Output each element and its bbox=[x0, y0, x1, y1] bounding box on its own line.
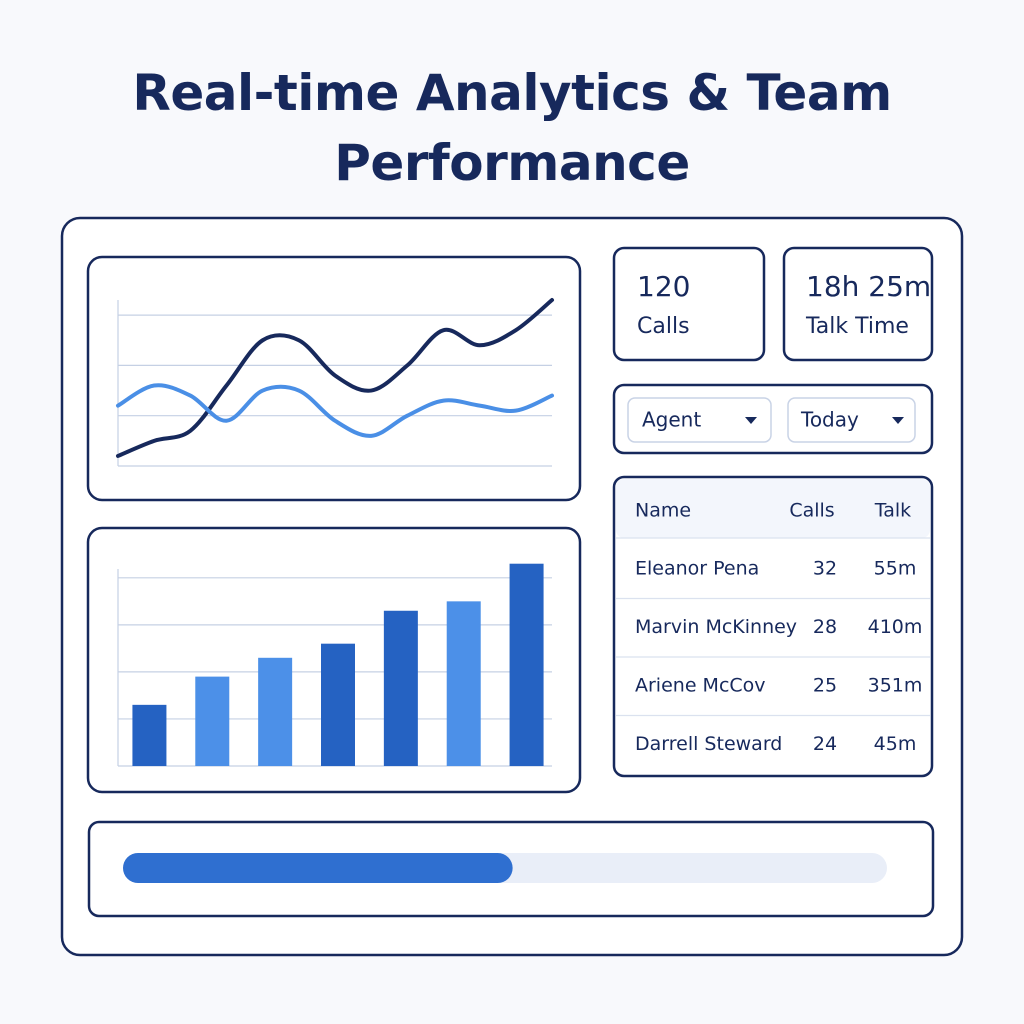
table-cell: 25 bbox=[813, 675, 837, 697]
table-cell: 32 bbox=[813, 558, 837, 580]
table-cell: Eleanor Pena bbox=[635, 558, 759, 580]
bar bbox=[258, 657, 293, 766]
dropdown[interactable] bbox=[627, 397, 772, 443]
bar bbox=[446, 601, 481, 766]
bar bbox=[132, 704, 167, 766]
table-header-cell: Name bbox=[635, 500, 691, 522]
kpi-value: 120 bbox=[637, 270, 690, 303]
line-series bbox=[116, 298, 554, 458]
table-header-cell: Talk bbox=[874, 500, 911, 522]
table-cell: 410m bbox=[868, 616, 923, 638]
table-cell: 28 bbox=[813, 616, 837, 638]
table-cell: Darrell Steward bbox=[635, 733, 782, 755]
kpi-card bbox=[782, 246, 934, 362]
dropdown-label: Agent bbox=[642, 408, 701, 432]
dropdown-label: Today bbox=[800, 408, 859, 432]
table-cell: Ariene McCov bbox=[635, 675, 766, 697]
table-cell: Marvin McKinney bbox=[635, 616, 797, 638]
table-header bbox=[616, 479, 930, 538]
line-series bbox=[116, 383, 554, 438]
table-card bbox=[612, 475, 934, 778]
dropdown-arrow bbox=[745, 417, 757, 424]
progress-fill bbox=[123, 853, 513, 883]
table-cell: 351m bbox=[868, 675, 923, 697]
kpi-value: 18h 25m bbox=[806, 270, 931, 303]
kpi-card bbox=[612, 246, 766, 362]
table-cell: 45m bbox=[874, 733, 917, 755]
bar bbox=[195, 676, 230, 766]
table-cell: 24 bbox=[813, 733, 837, 755]
page-title: Real-time Analytics & Team Performance bbox=[132, 64, 892, 192]
dropdown[interactable] bbox=[787, 397, 916, 443]
kpi-label: Calls bbox=[637, 314, 690, 339]
table-header-cell: Calls bbox=[789, 500, 834, 522]
line-chart-card bbox=[86, 255, 582, 502]
bar bbox=[509, 563, 544, 766]
table-cell: 55m bbox=[874, 558, 917, 580]
bar bbox=[383, 610, 418, 766]
bar bbox=[321, 643, 355, 766]
kpi-label: Talk Time bbox=[805, 314, 909, 339]
dropdown-arrow bbox=[892, 417, 904, 424]
